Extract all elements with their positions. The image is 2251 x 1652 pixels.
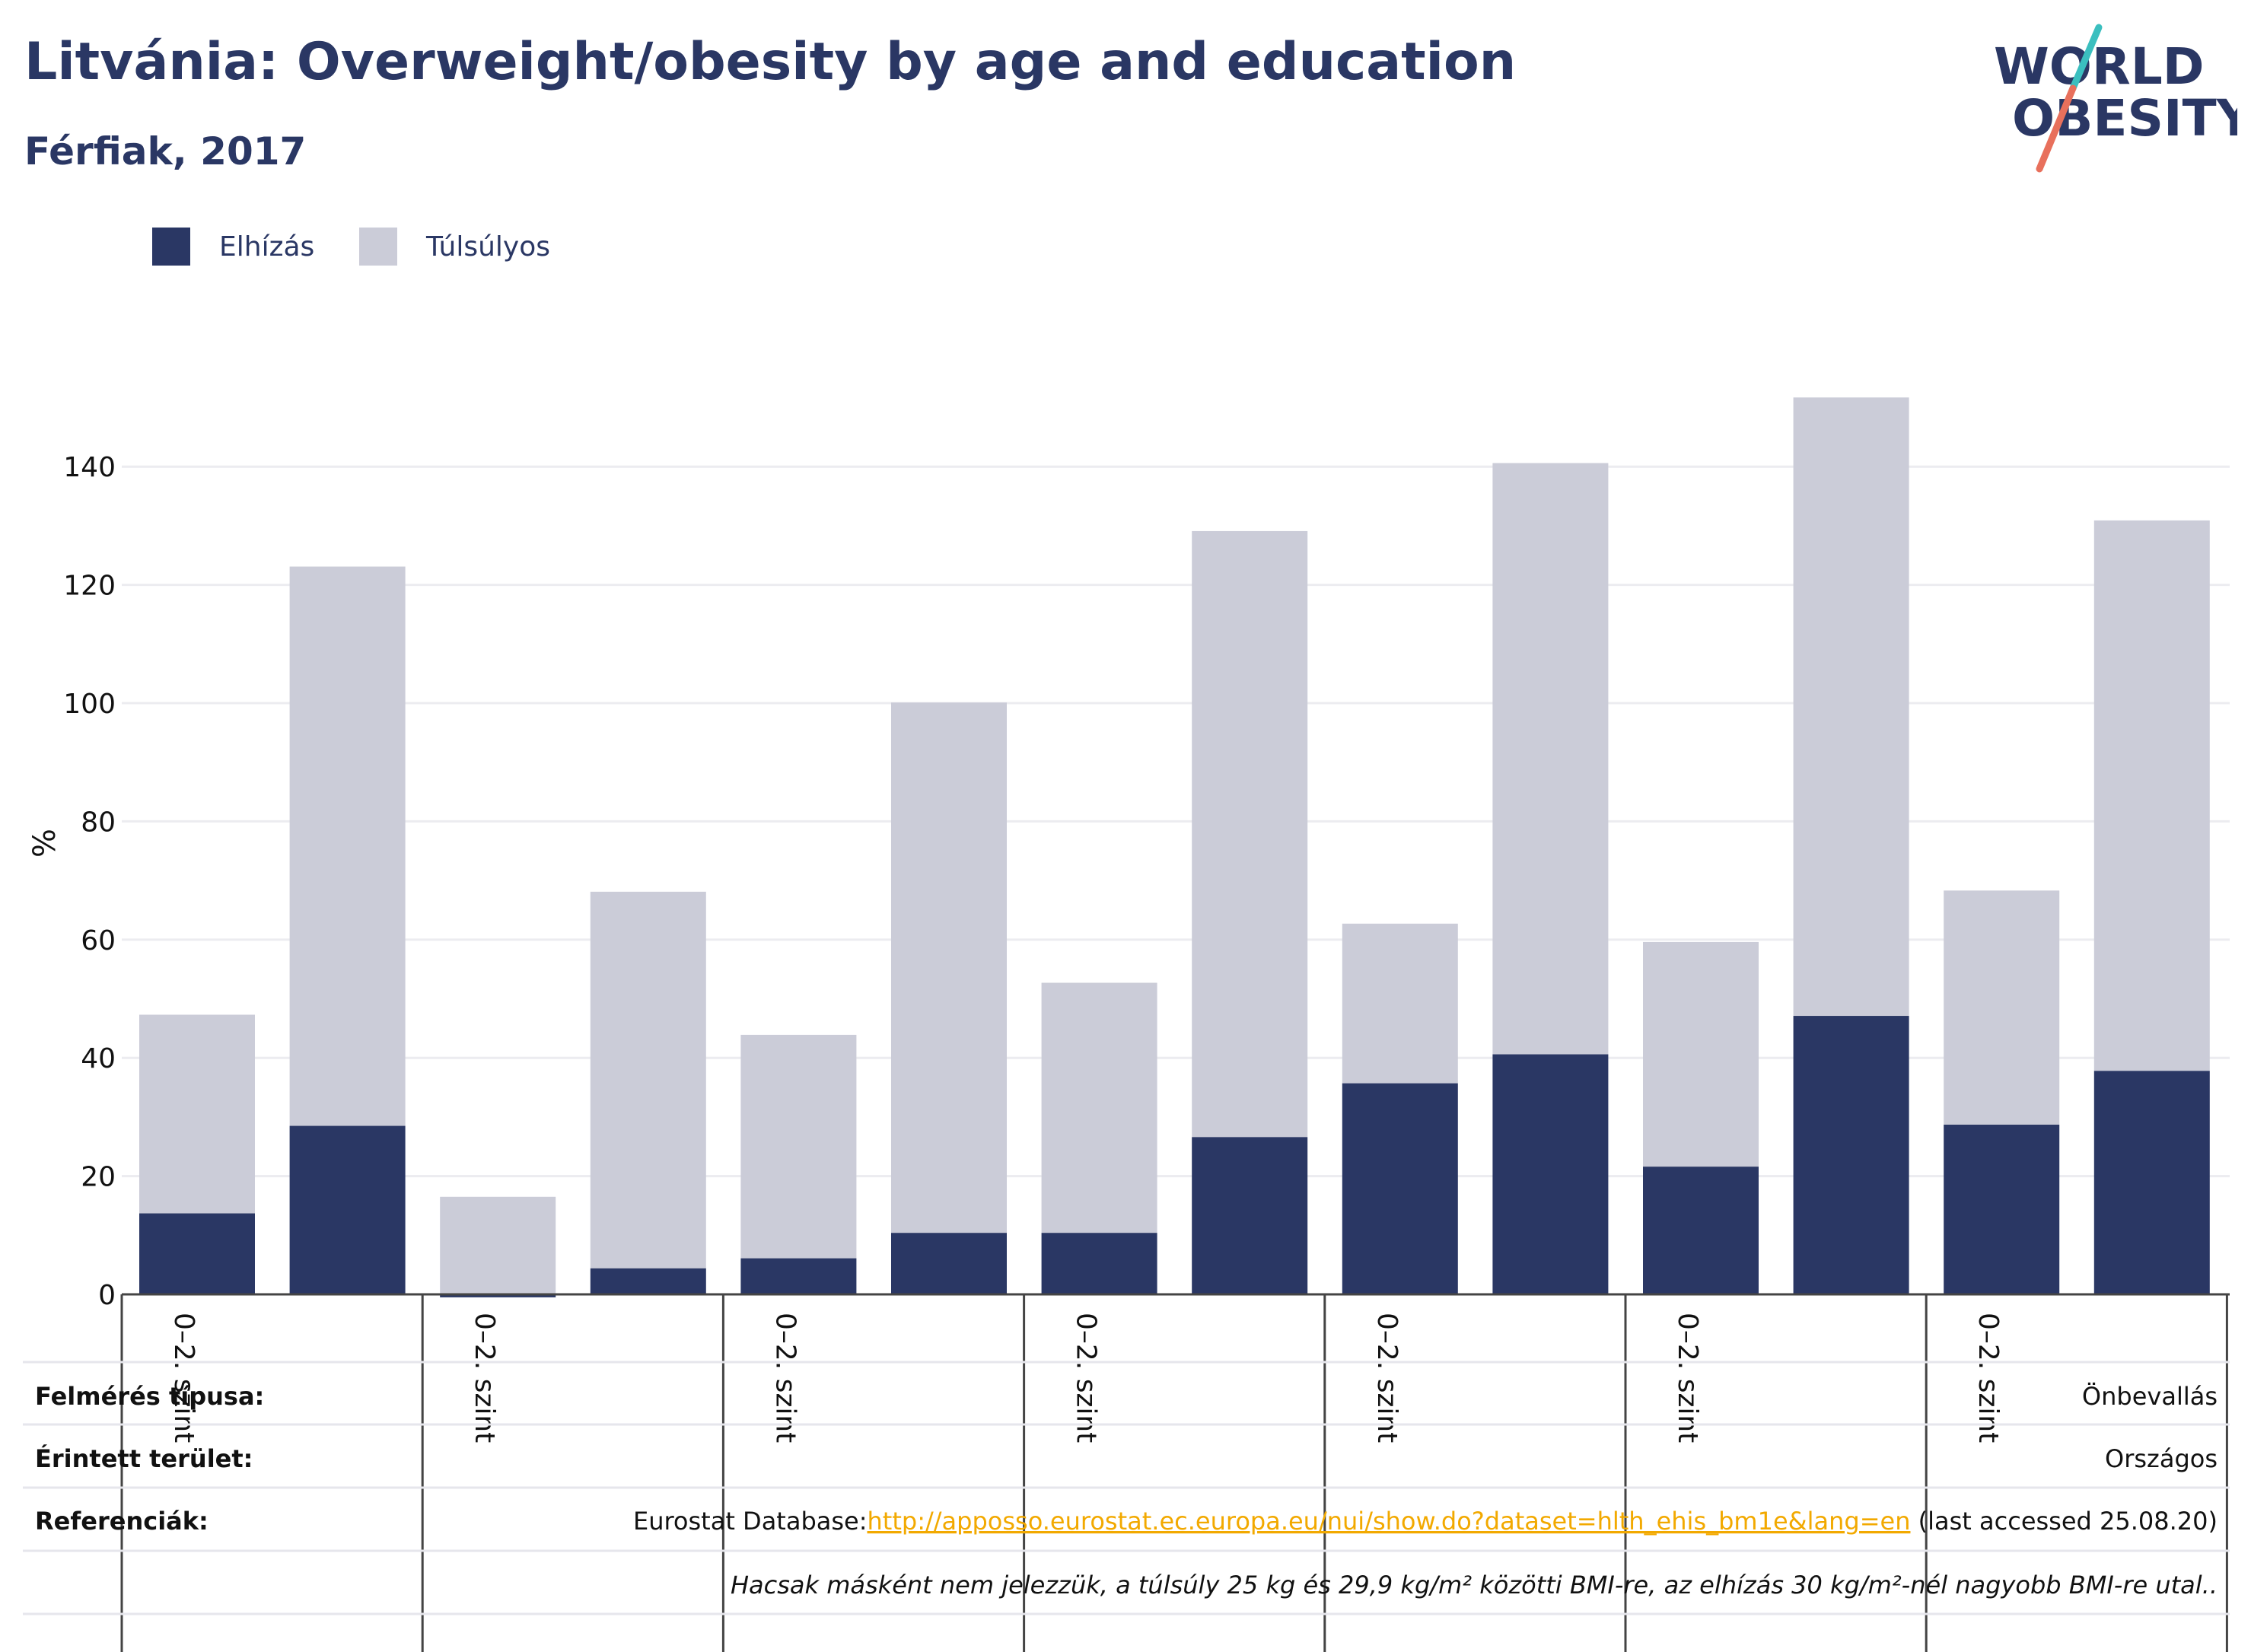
bar-obesity (1342, 1083, 1458, 1294)
bar-obesity (590, 1268, 706, 1294)
bars (139, 397, 2210, 1297)
bar-obesity (2093, 1071, 2210, 1294)
y-tick-label: 0 (98, 1280, 116, 1311)
bar-overweight (740, 1034, 857, 1259)
reference-link[interactable]: http://apposso.eurostat.ec.europa.eu/nui… (868, 1507, 1911, 1536)
references-label: Referenciák: (35, 1507, 209, 1536)
axes: 0 20 40 60 80 100 120 140 0–2. szint 0–2. szint 0–… (63, 452, 2230, 1652)
bar-obesity (1192, 1137, 1308, 1294)
chart-subtitle: Férfiak, 2017 (24, 129, 307, 173)
bar-overweight (289, 566, 406, 1126)
bar-obesity (740, 1258, 857, 1294)
x-group-label: 0–2. szint (1672, 1313, 1703, 1443)
x-group-label: 0–2. szint (1071, 1313, 1102, 1443)
logo-slash-coral (2036, 84, 2077, 173)
bar-obesity (440, 1294, 556, 1297)
metadata-table: Felmérés típusa: Önbevallás Érintett ter… (23, 1361, 2230, 1615)
bar-obesity (139, 1213, 255, 1294)
bar-overweight (1192, 530, 1308, 1138)
survey-type-value: Önbevallás (2082, 1382, 2218, 1411)
bar-obesity (891, 1233, 1007, 1294)
definition-note: Hacsak másként nem jelezzük, a túlsúly 2… (731, 1571, 2218, 1599)
x-group-label: 0–2. szint (769, 1313, 801, 1443)
logo-slash-teal (2069, 24, 2103, 92)
legend-label-obesity: Elhízás (219, 231, 315, 263)
chart-title: Litvánia: Overweight/obesity by age and … (24, 32, 1517, 92)
legend-swatch-obesity (152, 228, 190, 266)
x-group-label: 0–2. szint (469, 1313, 500, 1443)
bar-overweight (1492, 463, 1609, 1055)
bar-overweight (139, 1014, 255, 1214)
bar-obesity (1643, 1167, 1759, 1294)
y-tick-label: 40 (81, 1043, 116, 1074)
x-group-label: 0–2. szint (168, 1313, 199, 1443)
bar-obesity (1944, 1125, 2060, 1294)
world-obesity-logo: WORLD OBESITY (1994, 24, 2237, 173)
x-group-label: 0–2. szint (1371, 1313, 1402, 1443)
y-tick-label: 140 (63, 452, 116, 483)
area-value: Országos (2105, 1444, 2218, 1473)
y-tick-label: 60 (81, 925, 116, 957)
legend-item-obesity[interactable]: Elhízás (152, 225, 314, 268)
gridlines (122, 465, 2230, 1178)
y-tick-label: 120 (63, 571, 116, 602)
area-label: Érintett terület: (35, 1444, 253, 1473)
legend-label-overweight: Túlsúlyos (426, 231, 551, 263)
legend-swatch-overweight (359, 228, 397, 266)
bar-obesity (1492, 1054, 1609, 1294)
x-group-label: 0–2. szint (1972, 1313, 2004, 1443)
bar-overweight (1793, 397, 1909, 1017)
reference-citation: Eurostat Database:http://apposso.eurosta… (633, 1507, 2218, 1536)
bar-overweight (1041, 982, 1157, 1233)
bar-obesity (1793, 1016, 1909, 1294)
bar-overweight (590, 891, 706, 1268)
y-tick-label: 20 (81, 1162, 116, 1193)
legend-item-overweight[interactable]: Túlsúlyos (359, 225, 550, 268)
bar-overweight (1342, 923, 1458, 1084)
y-tick-label: 80 (81, 807, 116, 838)
bar-overweight (1643, 941, 1759, 1167)
bar-overweight (1944, 890, 2060, 1125)
y-tick-label: 100 (63, 689, 116, 720)
bar-obesity (1041, 1233, 1157, 1294)
reference-suffix: (last accessed 25.08.20) (1910, 1507, 2218, 1536)
bar-obesity (289, 1125, 406, 1294)
reference-prefix: Eurostat Database: (633, 1507, 868, 1536)
bar-overweight (891, 702, 1007, 1233)
survey-type-label: Felmérés típusa: (35, 1382, 264, 1411)
logo-line-1: WORLD (1994, 37, 2205, 96)
bar-overweight (440, 1196, 556, 1297)
y-axis-title: % (27, 829, 62, 858)
bar-overweight (2093, 520, 2210, 1071)
